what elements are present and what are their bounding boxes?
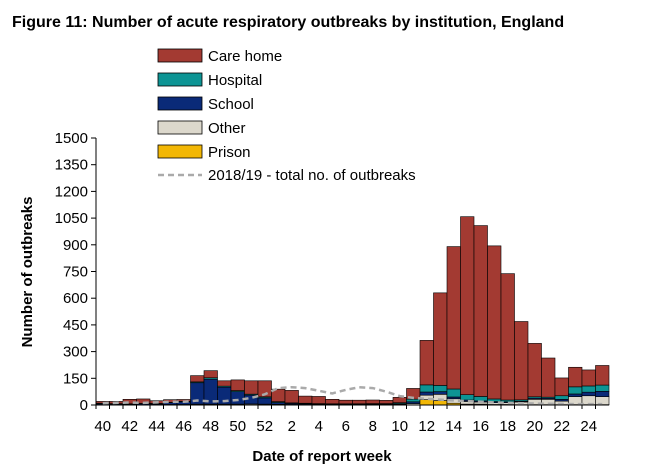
y-axis-ticks: 0 150 300 450 600 750 900 1050 1200 1350 1500	[55, 130, 96, 414]
legend: Care home Hospital School Other Prison 2018/1…	[157, 48, 416, 184]
y-tick-label: 150	[63, 370, 88, 387]
bar-segment-school	[568, 393, 583, 397]
x-tick-label: 4	[315, 418, 323, 435]
bar-segment-hospital	[460, 394, 475, 401]
bar-segment-care-home	[514, 321, 529, 401]
x-tick-label: 10	[391, 418, 408, 435]
bar-segment-care-home	[365, 399, 380, 404]
y-tick-label: 900	[63, 237, 88, 254]
bar-segment-care-home	[568, 366, 583, 388]
x-tick-label: 14	[445, 418, 462, 435]
bar-segment-care-home	[541, 357, 556, 398]
bar-segment-care-home	[554, 377, 569, 397]
reference-line-group	[102, 385, 603, 406]
bar-segment-care-home	[473, 225, 488, 397]
bar-segment-school	[595, 390, 610, 397]
bar-segment-care-home	[244, 380, 259, 395]
x-tick-label: 22	[553, 418, 570, 435]
x-tick-label: 50	[229, 418, 246, 435]
bar-segment-hospital	[473, 396, 488, 402]
bar-segment-care-home	[446, 246, 461, 390]
reference-line	[102, 385, 603, 406]
legend-label: 2018/19 - total no. of outbreaks	[208, 167, 416, 184]
legend-swatch	[157, 72, 203, 87]
y-tick-label: 300	[63, 344, 88, 361]
bar-segment-care-home	[392, 397, 407, 403]
bar-segment-hospital	[568, 386, 583, 395]
legend-swatch	[157, 144, 203, 159]
x-axis-label: Date of report week	[252, 448, 392, 465]
bar-segment-care-home	[419, 340, 434, 386]
x-tick-label: 42	[121, 418, 138, 435]
y-tick-label: 600	[63, 290, 88, 307]
x-axis-ticks: 40 42 44 46 48 50 52 2 4 6 8 10 12 14 16 18 20 22 24	[94, 405, 597, 435]
legend-label: Prison	[208, 144, 251, 161]
bar-segment-hospital	[595, 384, 610, 392]
x-tick-label: 16	[472, 418, 489, 435]
y-tick-label: 1500	[55, 130, 88, 147]
legend-label: School	[208, 96, 254, 113]
x-tick-label: 12	[418, 418, 435, 435]
bar-segment-care-home	[325, 399, 340, 405]
x-tick-label: 48	[202, 418, 219, 435]
chart-title: Figure 11: Number of acute respiratory o…	[12, 14, 564, 31]
bar-segment-school	[230, 391, 245, 405]
bar-segment-care-home	[527, 343, 542, 398]
legend-swatch	[157, 48, 203, 63]
y-tick-label: 1350	[55, 157, 88, 174]
bar-segment-care-home	[595, 365, 610, 386]
y-tick-label: 1200	[55, 183, 88, 200]
bar-segment-hospital	[581, 385, 596, 393]
bar-segment-care-home	[311, 396, 326, 404]
bar-segment-hospital	[446, 388, 461, 398]
bar-segment-hospital	[554, 395, 569, 400]
bars	[95, 216, 610, 406]
legend-swatch	[157, 120, 203, 135]
bar-segment-care-home	[230, 379, 245, 391]
y-axis-label: Number of outbreaks	[19, 197, 36, 348]
bar-segment-prison	[419, 399, 434, 406]
bar-segment-school	[257, 397, 272, 405]
bar-segment-prison	[433, 400, 448, 406]
x-tick-label: 18	[499, 418, 516, 435]
x-tick-label: 40	[94, 418, 111, 435]
y-tick-label: 750	[63, 264, 88, 281]
bar-segment-care-home	[257, 380, 272, 398]
bar-segment-care-home	[581, 369, 596, 387]
legend-swatch	[157, 96, 203, 111]
bar-segment-care-home	[487, 245, 502, 400]
x-tick-label: 44	[148, 418, 165, 435]
bar-segment-care-home	[338, 399, 353, 405]
bar-segment-care-home	[298, 395, 313, 404]
x-tick-label: 52	[256, 418, 273, 435]
bar-segment-school	[419, 391, 434, 396]
bar-segment-care-home	[217, 380, 232, 387]
x-tick-label: 46	[175, 418, 192, 435]
bar-segment-care-home	[433, 292, 448, 386]
legend-label: Other	[208, 120, 246, 137]
y-tick-label: 450	[63, 317, 88, 334]
y-tick-label: 0	[80, 397, 88, 414]
bar-segment-care-home	[500, 273, 515, 401]
bar-segment-school	[581, 391, 596, 397]
bar-segment-hospital	[406, 398, 421, 403]
x-tick-label: 24	[580, 418, 597, 435]
legend-label: Care home	[208, 48, 282, 65]
bar-segment-care-home	[190, 375, 205, 383]
x-tick-label: 6	[342, 418, 350, 435]
bar-segment-hospital	[433, 385, 448, 392]
y-tick-label: 1050	[55, 210, 88, 227]
bar-segment-care-home	[352, 399, 367, 405]
x-tick-label: 2	[288, 418, 296, 435]
bar-segment-care-home	[460, 216, 475, 395]
bar-segment-care-home	[284, 390, 299, 404]
bar-segment-care-home	[379, 400, 394, 404]
x-tick-label: 20	[526, 418, 543, 435]
bar-segment-school	[433, 391, 448, 395]
legend-label: Hospital	[208, 72, 262, 89]
bar-segment-hospital	[419, 384, 434, 393]
bar-segment-care-home	[203, 370, 218, 379]
x-tick-label: 8	[369, 418, 377, 435]
